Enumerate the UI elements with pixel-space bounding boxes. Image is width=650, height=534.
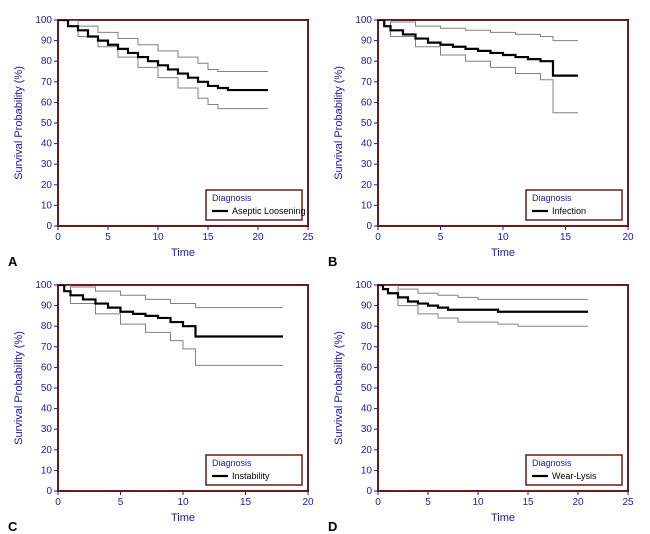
- svg-text:40: 40: [41, 404, 53, 415]
- svg-text:70: 70: [361, 342, 373, 353]
- svg-text:5: 5: [425, 497, 431, 508]
- svg-text:60: 60: [41, 97, 53, 108]
- panel-B: 0 10 20 30 40 50 60 70 80 90 100 0 5 10 15 20 Time Surviv…: [330, 10, 640, 260]
- svg-text:Time: Time: [171, 512, 195, 524]
- svg-text:Time: Time: [171, 247, 195, 259]
- svg-text:5: 5: [438, 232, 444, 243]
- svg-text:90: 90: [361, 36, 373, 47]
- panel-C-wrap: 0 10 20 30 40 50 60 70 80 90 100 0 5 10 15 20 Time Surviv…: [10, 275, 320, 530]
- svg-text:Aseptic Loosening: Aseptic Loosening: [232, 206, 306, 216]
- svg-text:Wear-Lysis: Wear-Lysis: [552, 471, 597, 481]
- panel-A-wrap: 0 10 20 30 40 50 60 70 80 90 100 0 5 10 15 20 25 Time Surv…: [10, 10, 320, 265]
- panel-D: 0 10 20 30 40 50 60 70 80 90 100 0 5 10 15 20 25 Time Surv…: [330, 275, 640, 525]
- svg-text:40: 40: [361, 139, 373, 150]
- svg-text:50: 50: [361, 118, 373, 129]
- svg-text:90: 90: [41, 301, 53, 312]
- svg-text:70: 70: [41, 77, 53, 88]
- svg-text:20: 20: [252, 232, 264, 243]
- svg-text:0: 0: [55, 497, 61, 508]
- panel-B-label: B: [328, 254, 337, 269]
- svg-text:Time: Time: [491, 512, 515, 524]
- chart-grid: 01020304050607080901000510152025TimeSurv…: [10, 10, 640, 524]
- svg-text:Survival Probability (%): Survival Probability (%): [333, 331, 345, 445]
- svg-text:100: 100: [355, 280, 372, 291]
- svg-text:10: 10: [361, 200, 373, 211]
- svg-text:0: 0: [375, 497, 381, 508]
- svg-text:Survival Probability (%): Survival Probability (%): [13, 331, 25, 445]
- svg-text:80: 80: [41, 56, 53, 67]
- svg-text:0: 0: [46, 486, 52, 497]
- svg-text:50: 50: [41, 118, 53, 129]
- svg-text:10: 10: [41, 465, 53, 476]
- svg-text:15: 15: [560, 232, 572, 243]
- svg-text:25: 25: [622, 497, 634, 508]
- svg-text:100: 100: [355, 15, 372, 26]
- svg-text:0: 0: [46, 221, 52, 232]
- svg-text:40: 40: [41, 139, 53, 150]
- svg-text:10: 10: [497, 232, 509, 243]
- svg-text:Diagnosis: Diagnosis: [532, 193, 572, 203]
- svg-text:Diagnosis: Diagnosis: [212, 458, 252, 468]
- svg-text:0: 0: [366, 221, 372, 232]
- svg-text:25: 25: [302, 232, 314, 243]
- panel-D-label: D: [328, 519, 337, 534]
- svg-text:10: 10: [361, 465, 373, 476]
- svg-text:Survival Probability (%): Survival Probability (%): [333, 66, 345, 180]
- panel-A: 0 10 20 30 40 50 60 70 80 90 100 0 5 10 15 20 25 Time Surv…: [10, 10, 320, 260]
- svg-text:30: 30: [41, 159, 53, 170]
- svg-text:100: 100: [35, 15, 52, 26]
- svg-text:Survival Probability (%): Survival Probability (%): [13, 66, 25, 180]
- svg-text:10: 10: [177, 497, 189, 508]
- panel-C-label: C: [8, 519, 17, 534]
- panel-C: 0 10 20 30 40 50 60 70 80 90 100 0 5 10 15 20 Time Surviv…: [10, 275, 320, 525]
- svg-text:80: 80: [361, 321, 373, 332]
- panel-A-label: A: [8, 254, 17, 269]
- svg-text:90: 90: [41, 36, 53, 47]
- svg-text:70: 70: [41, 342, 53, 353]
- svg-text:20: 20: [361, 180, 373, 191]
- svg-text:10: 10: [41, 200, 53, 211]
- svg-text:100: 100: [35, 280, 52, 291]
- svg-text:60: 60: [361, 97, 373, 108]
- svg-text:60: 60: [361, 362, 373, 373]
- svg-text:80: 80: [361, 56, 373, 67]
- svg-text:0: 0: [366, 486, 372, 497]
- svg-text:80: 80: [41, 321, 53, 332]
- svg-text:5: 5: [118, 497, 124, 508]
- svg-text:Instability: Instability: [232, 471, 270, 481]
- svg-text:Diagnosis: Diagnosis: [212, 193, 252, 203]
- svg-text:90: 90: [361, 301, 373, 312]
- panel-B-wrap: 0 10 20 30 40 50 60 70 80 90 100 0 5 10 15 20 Time Surviv…: [330, 10, 640, 265]
- svg-text:15: 15: [522, 497, 534, 508]
- svg-text:5: 5: [105, 232, 111, 243]
- svg-text:20: 20: [572, 497, 584, 508]
- svg-text:Infection: Infection: [552, 206, 586, 216]
- svg-text:50: 50: [361, 383, 373, 394]
- svg-text:40: 40: [361, 404, 373, 415]
- svg-text:10: 10: [472, 497, 484, 508]
- svg-text:Diagnosis: Diagnosis: [532, 458, 572, 468]
- svg-text:15: 15: [202, 232, 214, 243]
- svg-text:10: 10: [152, 232, 164, 243]
- svg-text:0: 0: [375, 232, 381, 243]
- svg-text:Time: Time: [491, 247, 515, 259]
- svg-text:20: 20: [302, 497, 314, 508]
- svg-text:20: 20: [622, 232, 634, 243]
- svg-text:20: 20: [41, 445, 53, 456]
- svg-text:50: 50: [41, 383, 53, 394]
- svg-text:60: 60: [41, 362, 53, 373]
- svg-text:20: 20: [361, 445, 373, 456]
- svg-text:30: 30: [361, 159, 373, 170]
- svg-text:15: 15: [240, 497, 252, 508]
- svg-text:20: 20: [41, 180, 53, 191]
- svg-text:30: 30: [361, 424, 373, 435]
- panel-D-wrap: 0 10 20 30 40 50 60 70 80 90 100 0 5 10 15 20 25 Time Surv…: [330, 275, 640, 530]
- svg-text:0: 0: [55, 232, 61, 243]
- svg-text:70: 70: [361, 77, 373, 88]
- svg-text:30: 30: [41, 424, 53, 435]
